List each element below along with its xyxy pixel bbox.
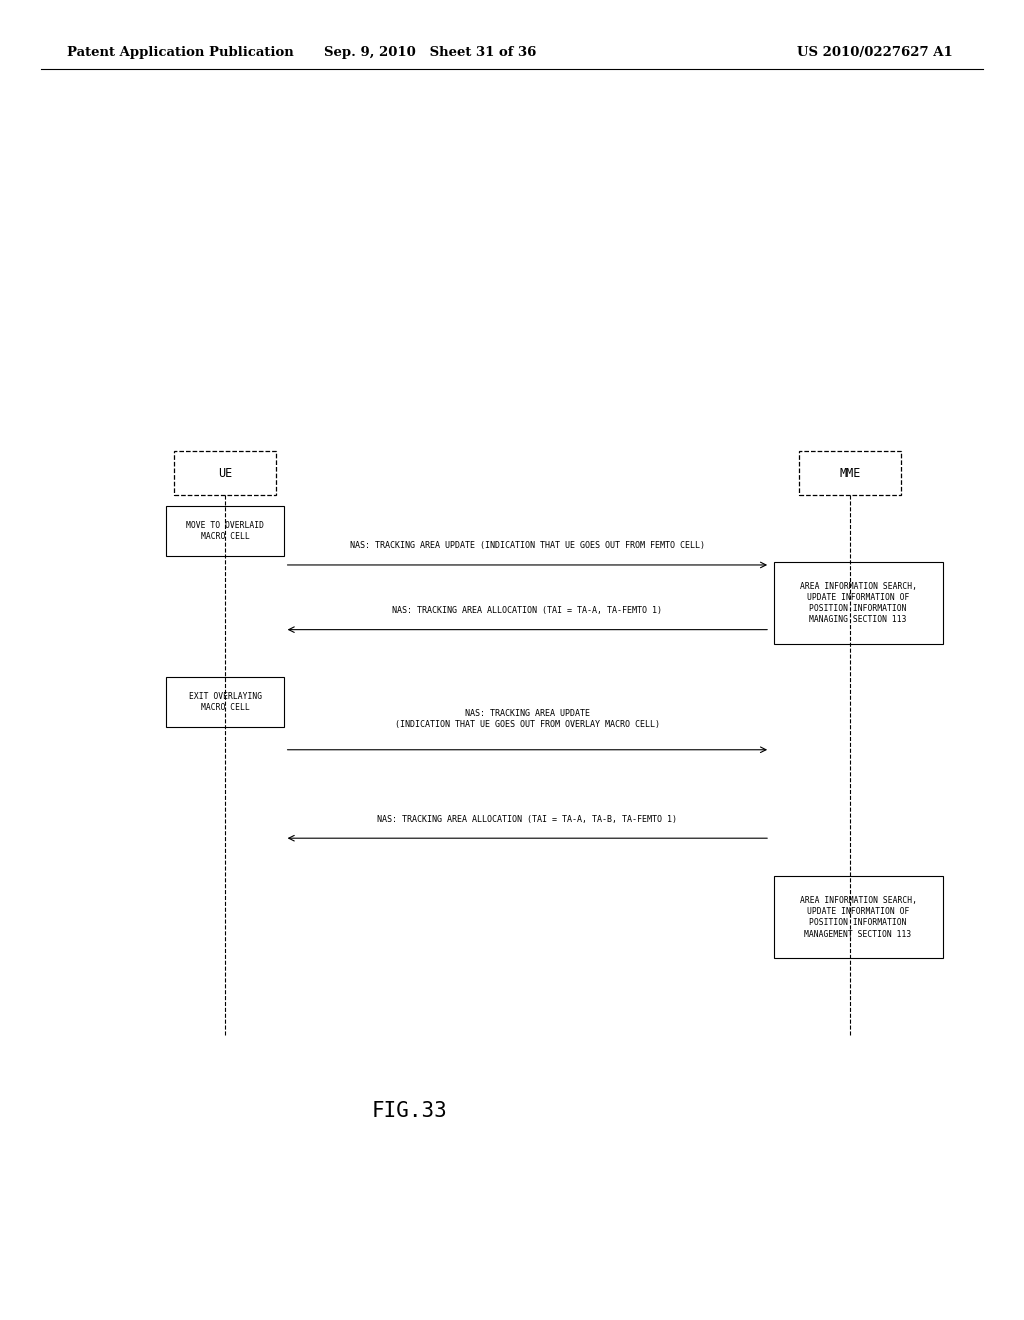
Text: NAS: TRACKING AREA UPDATE (INDICATION THAT UE GOES OUT FROM FEMTO CELL): NAS: TRACKING AREA UPDATE (INDICATION TH…: [350, 541, 705, 550]
Text: Patent Application Publication: Patent Application Publication: [67, 46, 293, 59]
Text: MME: MME: [840, 467, 860, 479]
Text: MOVE TO OVERLAID
MACRO CELL: MOVE TO OVERLAID MACRO CELL: [186, 520, 264, 541]
FancyBboxPatch shape: [774, 876, 942, 958]
Text: NAS: TRACKING AREA ALLOCATION (TAI = TA-A, TA-FEMTO 1): NAS: TRACKING AREA ALLOCATION (TAI = TA-…: [392, 606, 663, 615]
Text: US 2010/0227627 A1: US 2010/0227627 A1: [797, 46, 952, 59]
Text: AREA INFORMATION SEARCH,
UPDATE INFORMATION OF
POSITION INFORMATION
MANAGING SEC: AREA INFORMATION SEARCH, UPDATE INFORMAT…: [800, 582, 916, 624]
Text: NAS: TRACKING AREA ALLOCATION (TAI = TA-A, TA-B, TA-FEMTO 1): NAS: TRACKING AREA ALLOCATION (TAI = TA-…: [378, 814, 677, 824]
FancyBboxPatch shape: [774, 562, 942, 644]
FancyBboxPatch shape: [166, 677, 285, 727]
Text: UE: UE: [218, 467, 232, 479]
Text: FIG.33: FIG.33: [372, 1101, 447, 1122]
FancyBboxPatch shape: [799, 451, 901, 495]
FancyBboxPatch shape: [166, 506, 285, 556]
FancyBboxPatch shape: [174, 451, 276, 495]
Text: AREA INFORMATION SEARCH,
UPDATE INFORMATION OF
POSITION INFORMATION
MANAGEMENT S: AREA INFORMATION SEARCH, UPDATE INFORMAT…: [800, 896, 916, 939]
Text: Sep. 9, 2010   Sheet 31 of 36: Sep. 9, 2010 Sheet 31 of 36: [324, 46, 537, 59]
Text: NAS: TRACKING AREA UPDATE
(INDICATION THAT UE GOES OUT FROM OVERLAY MACRO CELL): NAS: TRACKING AREA UPDATE (INDICATION TH…: [395, 709, 659, 729]
Text: EXIT OVERLAYING
MACRO CELL: EXIT OVERLAYING MACRO CELL: [188, 692, 262, 713]
